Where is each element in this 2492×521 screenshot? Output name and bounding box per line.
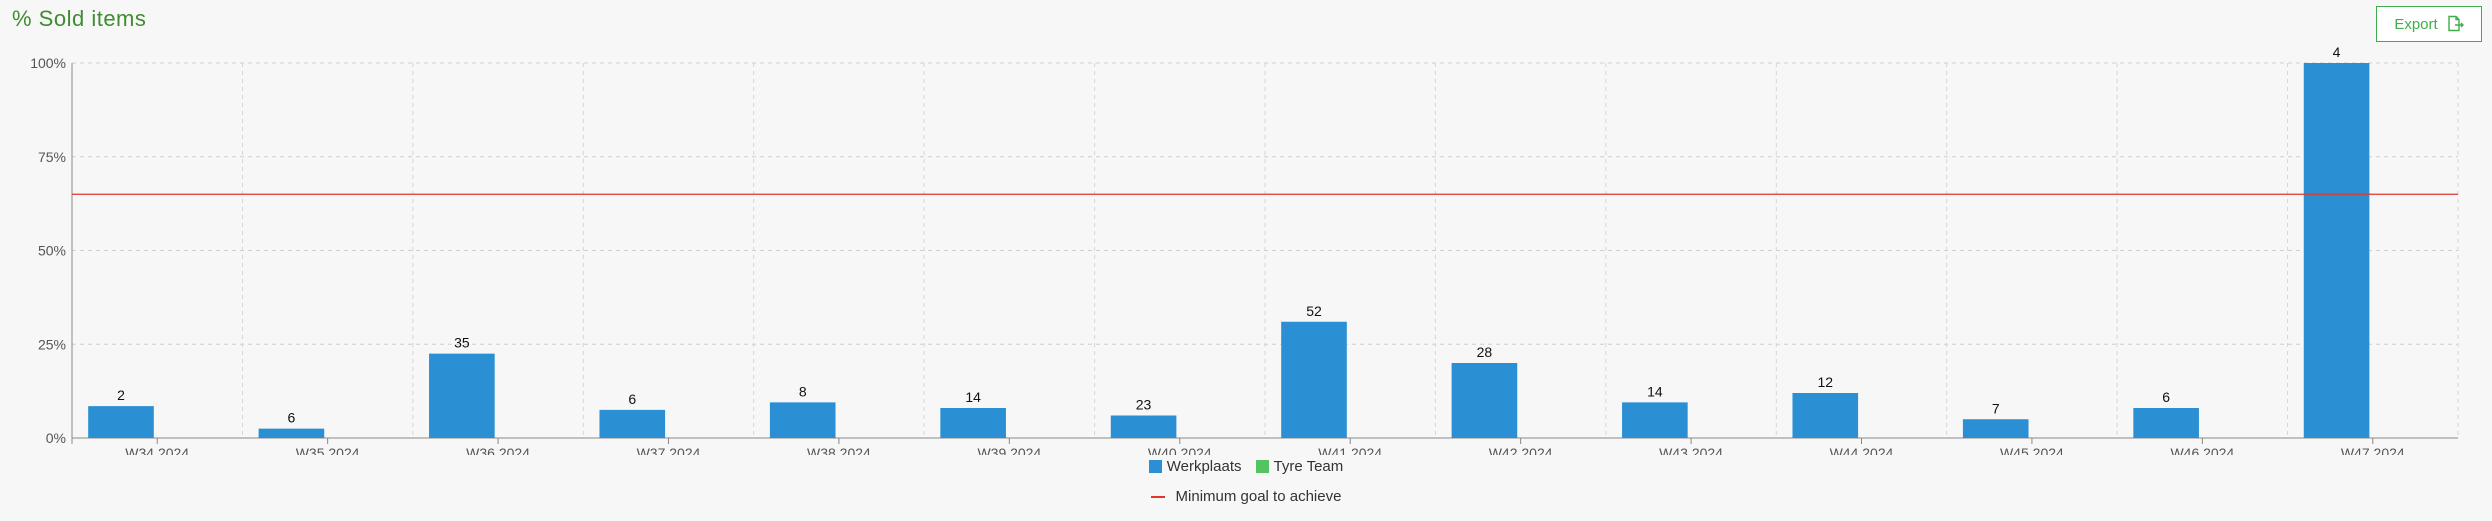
legend-item-werkplaats[interactable]: Werkplaats [1148, 458, 1242, 475]
data-label: 12 [1817, 374, 1833, 390]
data-label: 23 [1136, 397, 1152, 413]
bar-werkplaats [1451, 363, 1518, 438]
bar-werkplaats [1281, 321, 1347, 438]
legend-swatch-werkplaats [1148, 460, 1162, 473]
y-tick-label: 100% [30, 55, 66, 71]
bar-werkplaats [1962, 419, 2029, 438]
x-tick-label: W37 2024 [637, 445, 701, 455]
data-label: 14 [965, 389, 981, 405]
x-tick-label: W44 2024 [1830, 445, 1894, 455]
x-tick-label: W36 2024 [466, 445, 530, 455]
x-tick-label: W39 2024 [977, 445, 1041, 455]
legend-item-tyre-team[interactable]: Tyre Team [1255, 458, 1344, 475]
bar-werkplaats [940, 408, 1006, 438]
bar-werkplaats [769, 402, 836, 438]
legend-label-tyre-team: Tyre Team [1273, 458, 1344, 475]
bar-werkplaats [2133, 408, 2199, 438]
bar-werkplaats [1110, 415, 1177, 438]
x-tick-label: W35 2024 [296, 445, 360, 455]
legend-label-werkplaats: Werkplaats [1166, 458, 1242, 475]
x-tick-label: W43 2024 [1659, 445, 1723, 455]
x-tick-label: W46 2024 [2170, 445, 2234, 455]
bar-werkplaats [88, 406, 154, 438]
data-label: 28 [1477, 344, 1493, 360]
legend-item-goal[interactable]: Minimum goal to achieve [1150, 488, 1342, 505]
x-tick-label: W45 2024 [2000, 445, 2064, 455]
y-tick-label: 25% [38, 336, 66, 352]
legend-label-goal: Minimum goal to achieve [1175, 488, 1342, 505]
x-tick-label: W47 2024 [2341, 445, 2405, 455]
y-tick-label: 0% [46, 430, 66, 446]
bar-werkplaats [2303, 63, 2370, 438]
file-export-icon [2447, 15, 2464, 32]
export-button[interactable]: Export [2376, 6, 2482, 42]
x-tick-label: W34 2024 [125, 445, 189, 455]
bar-werkplaats [1792, 393, 1859, 438]
y-tick-label: 75% [38, 149, 66, 165]
legend-goal: Minimum goal to achieve [0, 488, 2492, 505]
data-label: 7 [1992, 400, 2000, 416]
bar-werkplaats [1622, 402, 1688, 438]
y-tick-label: 50% [38, 243, 66, 259]
x-tick-label: W41 2024 [1318, 445, 1382, 455]
data-label: 14 [1647, 383, 1663, 399]
data-label: 8 [799, 383, 807, 399]
bar-werkplaats [258, 428, 325, 438]
data-label: 6 [2162, 389, 2170, 405]
bar-werkplaats [599, 409, 666, 438]
x-tick-label: W42 2024 [1489, 445, 1553, 455]
data-label: 6 [628, 391, 636, 407]
legend-swatch-tyre-team [1255, 460, 1269, 473]
page-title: % Sold items [12, 6, 147, 31]
data-label: 52 [1306, 303, 1322, 319]
data-label: 35 [454, 335, 470, 351]
x-tick-label: W40 2024 [1148, 445, 1212, 455]
data-label: 6 [288, 410, 296, 426]
bar-werkplaats [429, 353, 495, 438]
data-label: 2 [117, 387, 125, 403]
x-tick-label: W38 2024 [807, 445, 871, 455]
legend-swatch-goal [1150, 495, 1165, 498]
bar-chart: 0% 25% 50% 75% 100% 2 W34 2024 6 W35 2024 35 W36 2… [30, 44, 2459, 455]
export-label: Export [2394, 15, 2438, 33]
data-label: 4 [2333, 44, 2341, 60]
legend: Werkplaats Tyre Team [0, 458, 2492, 475]
